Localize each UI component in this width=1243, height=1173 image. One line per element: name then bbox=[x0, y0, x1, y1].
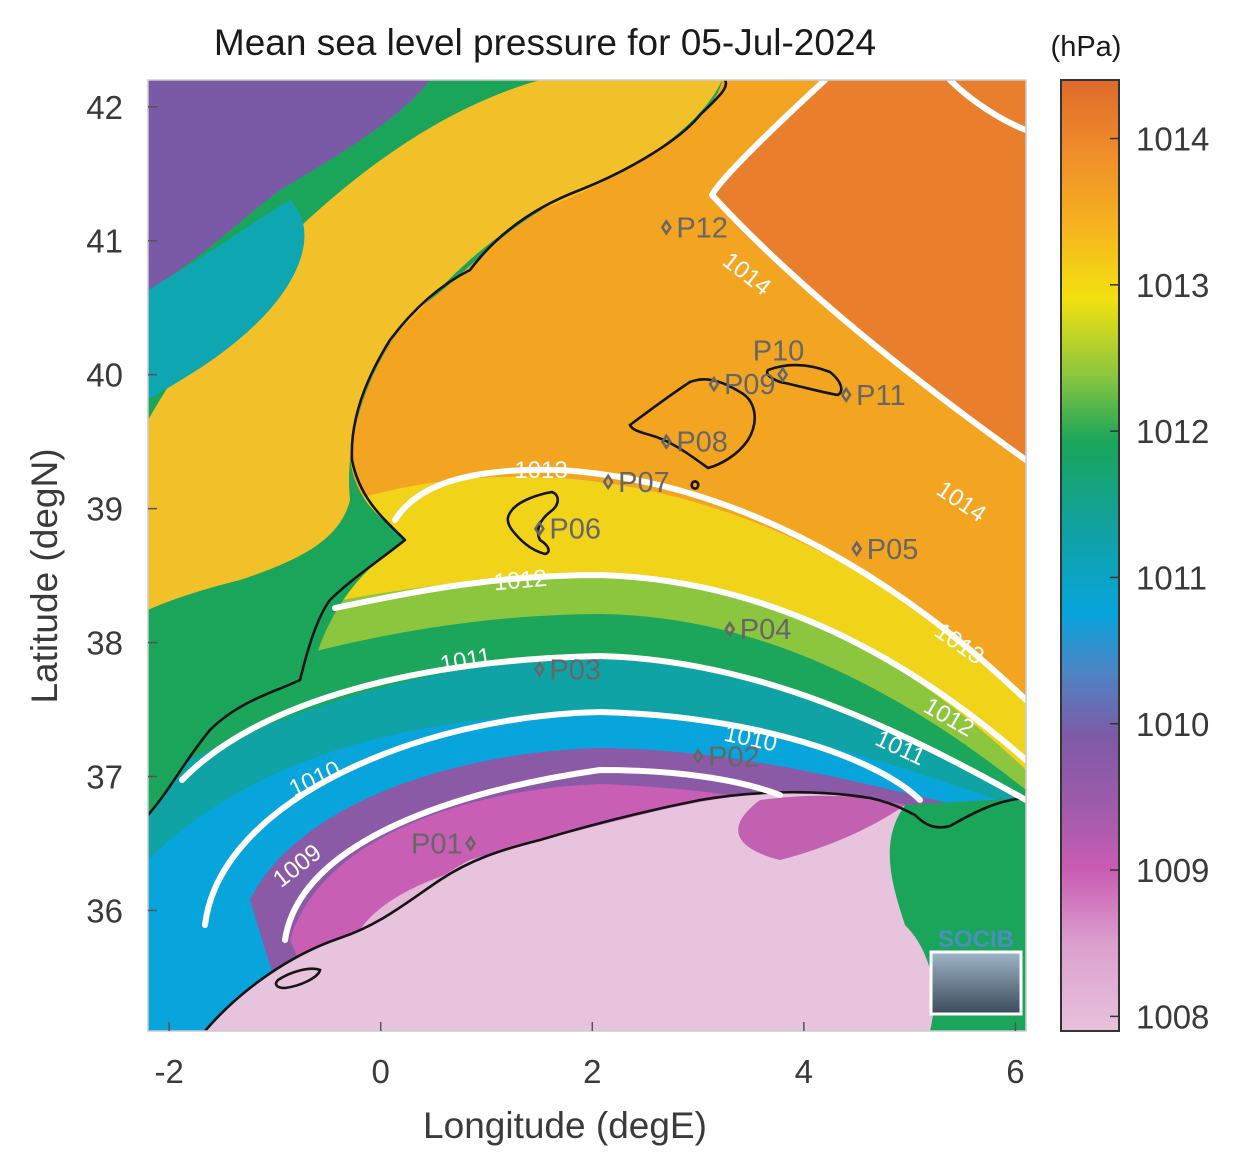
point-label: P12 bbox=[676, 212, 728, 244]
y-tick-label: 40 bbox=[86, 357, 123, 394]
colorbar-gradient bbox=[1060, 79, 1120, 1032]
point-marker bbox=[465, 835, 477, 852]
y-tick-label: 36 bbox=[86, 892, 123, 929]
x-axis-ticks: -2 0 2 4 6 bbox=[154, 1022, 1025, 1090]
point-label: P01 bbox=[411, 828, 463, 860]
contour-label: 1012 bbox=[493, 565, 549, 597]
point-marker bbox=[533, 661, 545, 678]
land-north-africa-hills bbox=[738, 795, 905, 860]
colorbar: 1008 1009 1010 1011 1012 1013 1014 bbox=[1060, 79, 1209, 1035]
island-alboran bbox=[274, 967, 322, 990]
island-cabrera bbox=[690, 480, 700, 490]
point-label: P04 bbox=[740, 614, 792, 646]
land-iberia-highlands bbox=[148, 80, 722, 610]
contour-1014-corner bbox=[947, 80, 1026, 133]
point-marker bbox=[840, 386, 852, 404]
y-axis-label: Latitude (degN) bbox=[24, 448, 65, 703]
y-tick-label: 42 bbox=[86, 89, 123, 126]
point-marker bbox=[724, 620, 736, 638]
colorbar-tick-label: 1010 bbox=[1136, 706, 1209, 743]
point-label: P08 bbox=[676, 427, 728, 459]
island-ibiza bbox=[506, 490, 560, 556]
contour-1012 bbox=[332, 572, 1026, 763]
map-area: 1014 1014 1013 1013 1012 1012 1011 1011 … bbox=[148, 80, 1026, 1031]
colorbar-tick-label: 1009 bbox=[1136, 852, 1209, 889]
point-marker bbox=[533, 520, 545, 537]
colorbar-tick-label: 1008 bbox=[1136, 998, 1209, 1035]
socib-logo: SOCIB bbox=[929, 926, 1023, 1016]
point-label: P03 bbox=[549, 654, 601, 686]
plot-frame bbox=[147, 79, 1027, 1032]
land-iberia-valley bbox=[148, 200, 305, 400]
island-menorca bbox=[765, 363, 843, 397]
y-tick-label: 38 bbox=[86, 625, 123, 662]
island-mallorca bbox=[628, 378, 756, 470]
point-marker bbox=[602, 473, 614, 491]
colorbar-ticks: 1008 1009 1010 1011 1012 1013 1014 bbox=[1110, 121, 1209, 1035]
contour-1011 bbox=[179, 653, 1026, 803]
x-tick-label: 4 bbox=[795, 1053, 813, 1090]
colorbar-tick-label: 1014 bbox=[1136, 121, 1209, 158]
coastline-north-africa bbox=[204, 790, 1026, 1031]
x-tick-label: 2 bbox=[583, 1053, 601, 1090]
point-marker bbox=[660, 219, 672, 236]
y-tick-label: 39 bbox=[86, 491, 123, 528]
contour-label: 1013 bbox=[514, 457, 567, 484]
colorbar-tick-label: 1011 bbox=[1136, 559, 1207, 596]
colorbar-unit: (hPa) bbox=[1051, 31, 1122, 63]
point-label: P10 bbox=[753, 336, 805, 368]
land-iberia-ranges bbox=[148, 80, 430, 290]
contour-1014-north bbox=[709, 80, 1026, 463]
x-tick-label: -2 bbox=[154, 1053, 183, 1090]
colorbar-tick-label: 1013 bbox=[1136, 267, 1209, 304]
point-marker bbox=[851, 540, 863, 558]
point-label: P07 bbox=[618, 467, 670, 499]
contour-1009 bbox=[282, 767, 783, 943]
point-marker bbox=[692, 748, 704, 765]
coastline-iberia bbox=[148, 80, 728, 816]
chart-title: Mean sea level pressure for 05-Jul-2024 bbox=[214, 22, 876, 63]
point-marker bbox=[777, 366, 789, 383]
point-marker bbox=[708, 375, 720, 393]
x-tick-label: 6 bbox=[1006, 1053, 1024, 1090]
point-label: P09 bbox=[724, 369, 776, 401]
point-label: P06 bbox=[549, 514, 601, 546]
point-label: P02 bbox=[708, 741, 760, 773]
point-marker bbox=[660, 433, 672, 450]
y-tick-label: 41 bbox=[86, 223, 123, 260]
y-axis-ticks: 36 37 38 39 40 41 42 bbox=[86, 89, 157, 929]
contour-1013 bbox=[392, 466, 1026, 703]
logo-text: SOCIB bbox=[938, 926, 1014, 953]
land-north-africa bbox=[205, 791, 1026, 1031]
point-label: P11 bbox=[856, 380, 905, 412]
x-tick-label: 0 bbox=[372, 1053, 390, 1090]
y-tick-label: 37 bbox=[86, 759, 123, 796]
point-label: P05 bbox=[867, 534, 919, 566]
x-axis-label: Longitude (degE) bbox=[423, 1105, 707, 1146]
contour-1010 bbox=[202, 709, 923, 928]
colorbar-tick-label: 1012 bbox=[1136, 413, 1209, 450]
